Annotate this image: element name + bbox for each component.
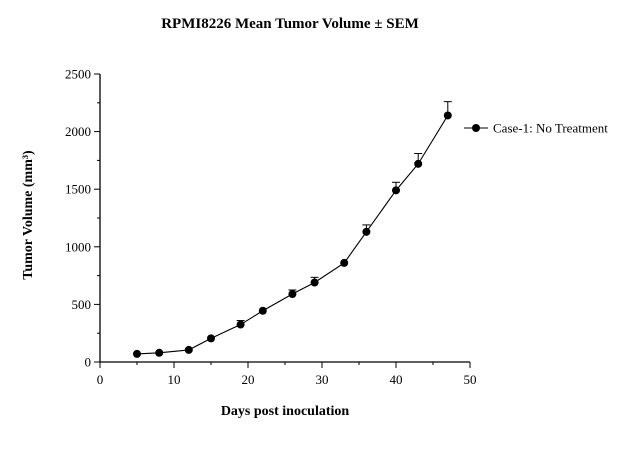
x-tick-label: 0	[97, 372, 104, 387]
data-point	[443, 111, 452, 120]
x-ticks: 0 10 20 30 40 50	[97, 362, 477, 387]
legend: Case-1: No Treatment	[464, 121, 608, 136]
x-tick-label: 20	[242, 372, 255, 387]
data-point	[155, 348, 164, 357]
series-group	[133, 101, 452, 358]
data-point	[362, 227, 371, 236]
data-point	[310, 278, 319, 287]
data-point	[184, 345, 193, 354]
x-tick-label: 30	[316, 372, 329, 387]
y-tick-label: 500	[72, 297, 92, 312]
y-tick-label: 0	[85, 355, 92, 370]
axes	[99, 74, 470, 363]
data-point	[340, 258, 349, 267]
data-point	[392, 186, 400, 195]
y-axis-label: Tumor Volume (mm³)	[21, 150, 36, 280]
y-tick-label: 2500	[65, 67, 91, 82]
data-point	[414, 159, 423, 168]
data-point	[288, 290, 297, 299]
x-tick-label: 10	[168, 372, 181, 387]
y-tick-label: 1500	[65, 182, 91, 197]
data-point	[236, 320, 245, 329]
x-axis-label: Days post inoculation	[221, 404, 350, 419]
y-ticks: 0 500 1000 1500 2000 2500	[65, 67, 100, 370]
data-point	[258, 306, 267, 315]
legend-label: Case-1: No Treatment	[493, 121, 608, 136]
data-point	[133, 349, 141, 358]
x-tick-label: 50	[464, 372, 477, 387]
y-tick-label: 1000	[65, 239, 91, 254]
x-tick-label: 40	[390, 372, 403, 387]
series-line	[136, 115, 449, 355]
data-point	[207, 334, 215, 343]
y-tick-label: 2000	[65, 124, 91, 139]
legend-marker	[472, 124, 480, 132]
chart-title: RPMI8226 Mean Tumor Volume ± SEM	[161, 16, 419, 32]
